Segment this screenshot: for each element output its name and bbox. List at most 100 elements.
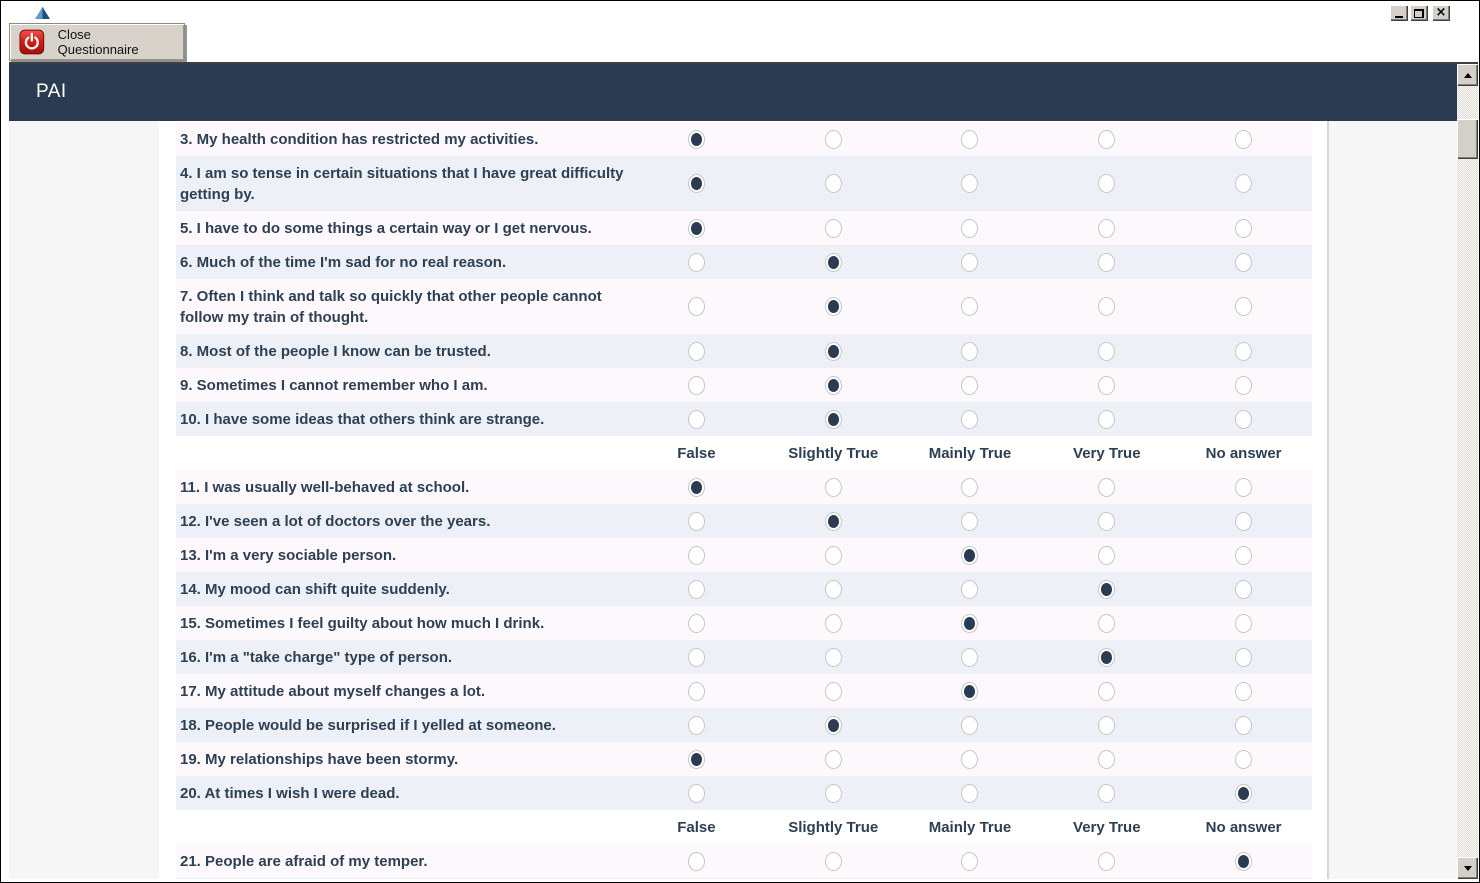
- radio-q10-no-answer[interactable]: [1235, 410, 1252, 429]
- radio-q21-very-true[interactable]: [1098, 852, 1115, 871]
- scroll-up-button[interactable]: [1457, 64, 1478, 86]
- radio-q18-very-true[interactable]: [1098, 716, 1115, 735]
- radio-q5-very-true[interactable]: [1098, 219, 1115, 238]
- radio-q18-mainly-true[interactable]: [961, 716, 978, 735]
- radio-q6-mainly-true[interactable]: [961, 253, 978, 272]
- radio-q9-mainly-true[interactable]: [961, 376, 978, 395]
- radio-q17-very-true[interactable]: [1098, 682, 1115, 701]
- radio-q18-slightly-true[interactable]: [825, 716, 842, 735]
- radio-q18-no-answer[interactable]: [1235, 716, 1252, 735]
- radio-q15-no-answer[interactable]: [1235, 614, 1252, 633]
- radio-q16-no-answer[interactable]: [1235, 648, 1252, 667]
- radio-q8-no-answer[interactable]: [1235, 342, 1252, 361]
- radio-q3-very-true[interactable]: [1098, 130, 1115, 149]
- radio-q20-false[interactable]: [688, 784, 705, 803]
- radio-q8-mainly-true[interactable]: [961, 342, 978, 361]
- radio-q12-mainly-true[interactable]: [961, 512, 978, 531]
- radio-q17-no-answer[interactable]: [1235, 682, 1252, 701]
- radio-q9-very-true[interactable]: [1098, 376, 1115, 395]
- radio-q17-false[interactable]: [688, 682, 705, 701]
- radio-q8-slightly-true[interactable]: [825, 342, 842, 361]
- radio-q4-mainly-true[interactable]: [961, 174, 978, 193]
- radio-q11-very-true[interactable]: [1098, 478, 1115, 497]
- radio-q8-very-true[interactable]: [1098, 342, 1115, 361]
- radio-q7-no-answer[interactable]: [1235, 297, 1252, 316]
- radio-q14-false[interactable]: [688, 580, 705, 599]
- radio-q15-false[interactable]: [688, 614, 705, 633]
- radio-q14-slightly-true[interactable]: [825, 580, 842, 599]
- radio-q5-slightly-true[interactable]: [825, 219, 842, 238]
- radio-q4-no-answer[interactable]: [1235, 174, 1252, 193]
- radio-q21-no-answer[interactable]: [1235, 852, 1252, 871]
- restore-button[interactable]: [1410, 5, 1428, 21]
- radio-q5-false[interactable]: [688, 219, 705, 238]
- radio-q5-mainly-true[interactable]: [961, 219, 978, 238]
- radio-q10-mainly-true[interactable]: [961, 410, 978, 429]
- radio-q6-false[interactable]: [688, 253, 705, 272]
- radio-q16-mainly-true[interactable]: [961, 648, 978, 667]
- radio-q16-slightly-true[interactable]: [825, 648, 842, 667]
- radio-q3-no-answer[interactable]: [1235, 130, 1252, 149]
- radio-q15-very-true[interactable]: [1098, 614, 1115, 633]
- radio-q20-mainly-true[interactable]: [961, 784, 978, 803]
- radio-q6-slightly-true[interactable]: [825, 253, 842, 272]
- radio-q8-false[interactable]: [688, 342, 705, 361]
- radio-q17-mainly-true[interactable]: [961, 682, 978, 701]
- radio-q13-no-answer[interactable]: [1235, 546, 1252, 565]
- radio-q19-very-true[interactable]: [1098, 750, 1115, 769]
- radio-q13-slightly-true[interactable]: [825, 546, 842, 565]
- window-close-button[interactable]: ×: [1432, 5, 1450, 21]
- radio-q4-very-true[interactable]: [1098, 174, 1115, 193]
- radio-q19-no-answer[interactable]: [1235, 750, 1252, 769]
- radio-q10-slightly-true[interactable]: [825, 410, 842, 429]
- radio-q12-no-answer[interactable]: [1235, 512, 1252, 531]
- radio-q11-no-answer[interactable]: [1235, 478, 1252, 497]
- radio-q10-very-true[interactable]: [1098, 410, 1115, 429]
- radio-q7-slightly-true[interactable]: [825, 297, 842, 316]
- radio-q11-mainly-true[interactable]: [961, 478, 978, 497]
- radio-q15-mainly-true[interactable]: [961, 614, 978, 633]
- radio-q21-mainly-true[interactable]: [961, 852, 978, 871]
- radio-q19-slightly-true[interactable]: [825, 750, 842, 769]
- close-questionnaire-button[interactable]: Close Questionnaire: [9, 23, 185, 61]
- radio-q15-slightly-true[interactable]: [825, 614, 842, 633]
- radio-q20-slightly-true[interactable]: [825, 784, 842, 803]
- radio-q14-very-true[interactable]: [1098, 580, 1115, 599]
- radio-q10-false[interactable]: [688, 410, 705, 429]
- radio-q12-slightly-true[interactable]: [825, 512, 842, 531]
- radio-q13-false[interactable]: [688, 546, 705, 565]
- radio-q3-false[interactable]: [688, 130, 705, 149]
- radio-q16-very-true[interactable]: [1098, 648, 1115, 667]
- radio-q4-slightly-true[interactable]: [825, 174, 842, 193]
- radio-q7-mainly-true[interactable]: [961, 297, 978, 316]
- radio-q20-no-answer[interactable]: [1235, 784, 1252, 803]
- radio-q18-false[interactable]: [688, 716, 705, 735]
- radio-q9-no-answer[interactable]: [1235, 376, 1252, 395]
- minimize-button[interactable]: [1390, 5, 1408, 21]
- radio-q11-slightly-true[interactable]: [825, 478, 842, 497]
- radio-q5-no-answer[interactable]: [1235, 219, 1252, 238]
- radio-q3-mainly-true[interactable]: [961, 130, 978, 149]
- radio-q20-very-true[interactable]: [1098, 784, 1115, 803]
- radio-q14-no-answer[interactable]: [1235, 580, 1252, 599]
- radio-q13-mainly-true[interactable]: [961, 546, 978, 565]
- radio-q11-false[interactable]: [688, 478, 705, 497]
- radio-q14-mainly-true[interactable]: [961, 580, 978, 599]
- scrollbar-thumb[interactable]: [1457, 119, 1478, 159]
- scroll-down-button[interactable]: [1457, 857, 1478, 879]
- scrollbar-track[interactable]: [1457, 86, 1478, 857]
- radio-q6-no-answer[interactable]: [1235, 253, 1252, 272]
- radio-q7-very-true[interactable]: [1098, 297, 1115, 316]
- radio-q12-very-true[interactable]: [1098, 512, 1115, 531]
- radio-q4-false[interactable]: [688, 174, 705, 193]
- radio-q6-very-true[interactable]: [1098, 253, 1115, 272]
- radio-q19-false[interactable]: [688, 750, 705, 769]
- radio-q9-false[interactable]: [688, 376, 705, 395]
- radio-q9-slightly-true[interactable]: [825, 376, 842, 395]
- radio-q19-mainly-true[interactable]: [961, 750, 978, 769]
- radio-q21-false[interactable]: [688, 852, 705, 871]
- radio-q13-very-true[interactable]: [1098, 546, 1115, 565]
- radio-q17-slightly-true[interactable]: [825, 682, 842, 701]
- radio-q12-false[interactable]: [688, 512, 705, 531]
- radio-q7-false[interactable]: [688, 297, 705, 316]
